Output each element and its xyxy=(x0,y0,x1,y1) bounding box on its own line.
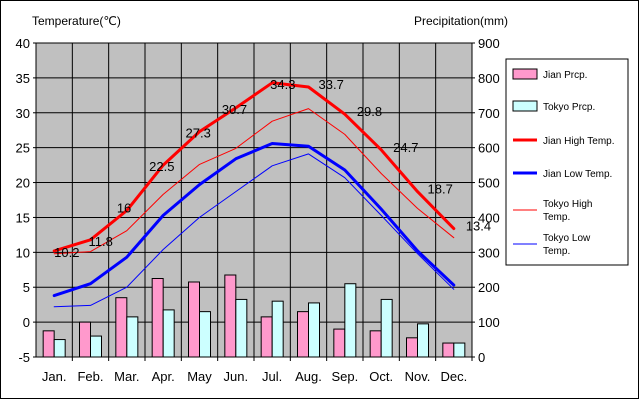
precip-bar xyxy=(406,337,418,358)
temp-line xyxy=(52,81,456,253)
precip-bar xyxy=(271,300,284,358)
data-label: 33.7 xyxy=(319,77,344,92)
y-tick-right: 100 xyxy=(478,315,500,330)
data-label: 22.5 xyxy=(149,159,174,174)
legend-label: Jian High Temp. xyxy=(543,136,615,147)
x-tick: Jun. xyxy=(224,369,249,384)
precip-bar xyxy=(90,335,102,358)
y-tick-right: 300 xyxy=(478,245,500,260)
y-tick-left: 0 xyxy=(23,315,30,330)
data-label: 16 xyxy=(117,200,131,215)
y-tick-left: 20 xyxy=(16,176,30,191)
right-axis-title: Precipitation(mm) xyxy=(414,14,508,28)
x-tick: Aug. xyxy=(295,369,322,384)
y-tick-right: 200 xyxy=(478,280,500,295)
y-tick-right: 700 xyxy=(478,106,500,121)
precip-bar xyxy=(442,342,455,358)
precip-bar xyxy=(199,311,211,358)
x-tick: Sep. xyxy=(331,369,358,384)
y-tick-left: 40 xyxy=(16,36,30,51)
temp-line xyxy=(53,153,455,308)
y-tick-left: 25 xyxy=(16,141,30,156)
legend-label: Tokyo Prcp. xyxy=(543,102,595,113)
data-label: 13.4 xyxy=(466,219,491,234)
data-label: 18.7 xyxy=(428,182,453,197)
precip-bar xyxy=(188,281,200,358)
precip-bar xyxy=(42,330,55,358)
y-tick-right: 800 xyxy=(478,71,500,86)
x-tick: Feb. xyxy=(77,369,103,384)
precip-bar xyxy=(224,274,237,358)
legend-swatch xyxy=(512,100,538,112)
data-label: 10.2 xyxy=(54,245,79,260)
legend-label: Tokyo High Temp. xyxy=(543,199,592,223)
y-tick-right: 500 xyxy=(478,176,500,191)
x-tick: Mar. xyxy=(114,369,139,384)
x-tick: Dec. xyxy=(440,369,467,384)
precip-bar xyxy=(417,323,429,358)
legend-swatch xyxy=(512,68,538,80)
y-tick-left: 10 xyxy=(16,245,30,260)
x-tick: Nov. xyxy=(405,369,431,384)
precip-bar xyxy=(344,283,357,358)
data-label: 24.7 xyxy=(393,140,418,155)
data-label: 30.7 xyxy=(222,102,247,117)
y-tick-right: 0 xyxy=(478,350,485,365)
y-tick-left: 15 xyxy=(16,210,30,225)
precip-bar xyxy=(162,309,175,358)
precip-bar xyxy=(453,342,466,358)
data-label: 27.3 xyxy=(186,126,211,141)
y-tick-right: 900 xyxy=(478,36,500,51)
y-tick-right: 400 xyxy=(478,210,500,225)
y-tick-left: 35 xyxy=(16,71,30,86)
y-tick-left: -5 xyxy=(18,350,30,365)
precip-bar xyxy=(126,316,139,358)
precip-bar xyxy=(151,278,164,358)
precip-bar xyxy=(308,302,320,358)
precip-bar xyxy=(369,330,382,358)
legend-label: Tokyo Low Temp. xyxy=(543,233,591,257)
legend-label: Jian Low Temp. xyxy=(543,169,612,180)
x-tick: Jan. xyxy=(42,369,67,384)
y-tick-left: 30 xyxy=(16,106,30,121)
precip-bar xyxy=(260,316,273,358)
legend-label: Jian Prcp. xyxy=(543,70,587,81)
precip-bar xyxy=(297,311,309,358)
left-axis-title: Temperature(℃) xyxy=(32,14,121,28)
precip-bar xyxy=(333,328,346,358)
x-tick: May xyxy=(187,369,212,384)
temp-line xyxy=(52,142,456,298)
data-label: 34.3 xyxy=(270,77,295,92)
x-tick: Apr. xyxy=(152,369,175,384)
data-label: 11.8 xyxy=(89,234,113,249)
x-tick: Oct. xyxy=(369,369,393,384)
precip-bar xyxy=(79,321,91,358)
y-tick-left: 5 xyxy=(23,280,30,295)
temp-line xyxy=(53,108,455,255)
precip-bar xyxy=(235,298,248,358)
legend-box xyxy=(505,58,629,266)
data-label: 29.8 xyxy=(357,104,382,119)
x-tick: Jul. xyxy=(262,369,282,384)
precip-bar xyxy=(115,297,128,358)
precip-bar xyxy=(380,298,393,358)
legend: Jian Prcp. Tokyo Prcp. Jian High Temp. Jian… xyxy=(505,58,629,266)
y-tick-right: 600 xyxy=(478,141,500,156)
precip-bar xyxy=(53,339,66,358)
